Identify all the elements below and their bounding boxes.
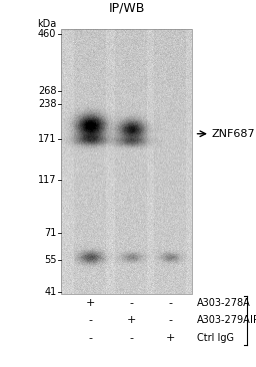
- Text: 268: 268: [38, 86, 56, 96]
- Text: 460: 460: [38, 29, 56, 39]
- Text: -: -: [168, 315, 172, 326]
- Text: ZNF687: ZNF687: [211, 129, 255, 139]
- Text: -: -: [89, 333, 93, 343]
- Text: A303-279A: A303-279A: [197, 315, 251, 326]
- Text: IP/WB: IP/WB: [109, 2, 145, 15]
- Text: +: +: [86, 298, 95, 308]
- Text: A303-278A: A303-278A: [197, 298, 251, 308]
- Text: IP: IP: [250, 315, 256, 326]
- Text: +: +: [166, 333, 175, 343]
- Text: -: -: [130, 298, 134, 308]
- Text: 55: 55: [44, 255, 56, 265]
- Text: -: -: [89, 315, 93, 326]
- Text: 71: 71: [44, 228, 56, 238]
- Text: -: -: [130, 333, 134, 343]
- Text: 238: 238: [38, 99, 56, 109]
- Text: 171: 171: [38, 134, 56, 144]
- Text: -: -: [168, 298, 172, 308]
- Text: +: +: [127, 315, 136, 326]
- Text: kDa: kDa: [37, 19, 56, 29]
- Text: 41: 41: [44, 287, 56, 297]
- Bar: [61, 29, 192, 294]
- Text: Ctrl IgG: Ctrl IgG: [197, 333, 234, 343]
- Text: 117: 117: [38, 175, 56, 185]
